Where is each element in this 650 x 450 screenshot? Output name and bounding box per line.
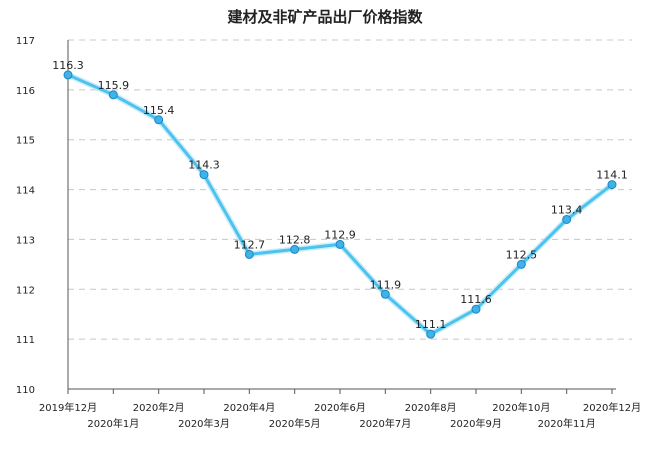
y-tick-label: 114 [16,186,35,197]
x-tick-label: 2019年12月 [39,401,97,414]
x-tick-label: 2020年5月 [269,417,321,430]
x-tick-label: 2020年9月 [450,417,502,430]
y-tick-label: 117 [16,36,35,47]
x-tick-label: 2020年10月 [492,401,550,414]
data-label: 116.3 [52,59,84,72]
data-point [471,304,481,314]
data-point [380,289,390,299]
data-point [607,180,617,190]
data-point [199,170,209,180]
data-point [108,90,118,100]
x-tick-label: 2020年11月 [538,417,596,430]
x-tick-label: 2020年7月 [359,417,411,430]
x-tick-label: 2020年8月 [405,401,457,414]
data-label: 114.3 [188,159,220,172]
data-label: 115.4 [143,104,175,117]
data-label: 114.1 [596,169,628,182]
data-point [154,115,164,125]
data-points [63,70,617,339]
x-tick-labels: 2019年12月 2020年1月 2020年2月 2020年3月 2020年4月 2020… [39,401,641,430]
x-tick-label: 2020年4月 [223,401,275,414]
y-tick-label: 112 [16,285,35,296]
y-tick-label: 115 [16,136,35,147]
data-label: 111.9 [370,278,402,291]
y-tick-label: 111 [16,335,35,346]
y-tick-label: 110 [16,385,35,396]
chart-title: 建材及非矿产品出厂价格指数 [227,8,423,26]
data-point [63,70,73,80]
x-tick-label: 2020年3月 [178,417,230,430]
x-tick-label: 2020年6月 [314,401,366,414]
axes [67,40,616,394]
y-tick-labels: 110 111 112 113 114 115 116 117 [16,36,35,396]
data-point [562,214,572,224]
data-label: 111.1 [415,318,447,331]
grid-lines [68,39,632,340]
data-label: 112.7 [234,238,266,251]
data-point [290,244,300,254]
x-tick-label: 2020年12月 [583,401,641,414]
y-tick-label: 116 [16,86,35,97]
data-labels: 116.3 115.9 115.4 114.3 112.7 112.8 112.9 111.9… [52,59,628,331]
data-point [335,239,345,249]
data-label: 113.4 [551,203,583,216]
data-label: 112.8 [279,233,311,246]
data-point [244,249,254,259]
data-point [426,329,436,339]
x-tick-label: 2020年2月 [133,401,185,414]
data-label: 112.9 [324,228,356,241]
data-label: 112.5 [506,248,538,261]
data-label: 115.9 [98,79,130,92]
y-tick-label: 113 [16,235,35,246]
data-point [516,259,526,269]
x-tick-label: 2020年1月 [87,417,139,430]
data-label: 111.6 [460,293,492,306]
